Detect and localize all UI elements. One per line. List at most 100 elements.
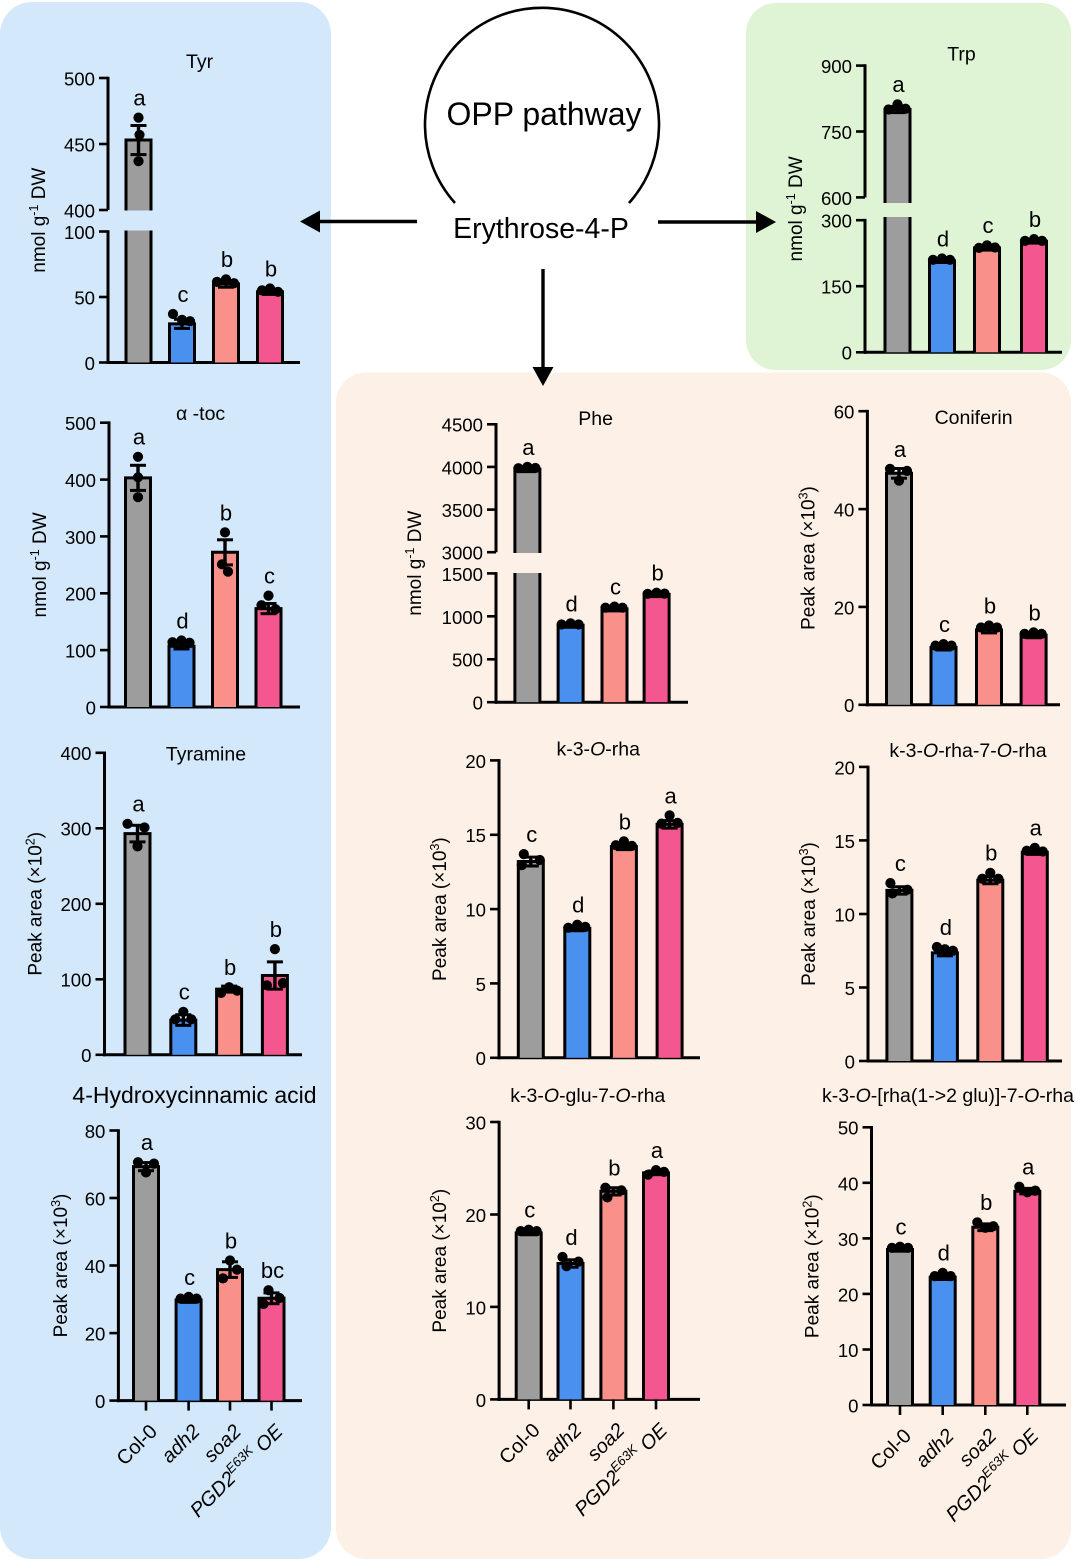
svg-text:4500: 4500 xyxy=(442,415,483,436)
svg-text:40: 40 xyxy=(834,500,855,521)
svg-text:0: 0 xyxy=(473,693,483,714)
svg-text:c: c xyxy=(939,612,950,637)
svg-text:c: c xyxy=(896,1215,907,1240)
svg-text:b: b xyxy=(1028,600,1040,625)
svg-text:d: d xyxy=(565,591,577,616)
svg-text:10: 10 xyxy=(465,900,486,921)
svg-text:c: c xyxy=(895,851,906,876)
svg-text:a: a xyxy=(651,1138,664,1163)
svg-text:Peak area (×103): Peak area (×103) xyxy=(796,486,819,630)
svg-text:a: a xyxy=(132,792,145,817)
svg-text:b: b xyxy=(270,917,282,942)
svg-text:0: 0 xyxy=(844,695,854,716)
svg-text:0: 0 xyxy=(476,1390,486,1411)
svg-text:400: 400 xyxy=(65,470,96,491)
svg-text:a: a xyxy=(133,425,146,450)
svg-text:5: 5 xyxy=(476,974,486,995)
svg-text:k-3-O-rha: k-3-O-rha xyxy=(556,739,640,761)
svg-text:Peak area (×102): Peak area (×102) xyxy=(24,832,47,976)
svg-text:b: b xyxy=(980,1190,992,1215)
svg-text:d: d xyxy=(572,893,584,918)
svg-text:k-3-O-[rha(1->2 glu)]-7-O-rha: k-3-O-[rha(1->2 glu)]-7-O-rha xyxy=(822,1085,1074,1107)
svg-text:b: b xyxy=(1029,207,1041,232)
svg-text:500: 500 xyxy=(452,650,483,671)
svg-text:Peak area (×102): Peak area (×102) xyxy=(428,1189,451,1333)
svg-text:d: d xyxy=(940,915,952,940)
svg-text:0: 0 xyxy=(842,343,852,364)
svg-text:Erythrose-4-P: Erythrose-4-P xyxy=(453,213,629,245)
svg-text:c: c xyxy=(179,980,190,1005)
svg-text:b: b xyxy=(984,593,996,618)
svg-text:c: c xyxy=(524,1198,535,1223)
svg-text:Peak area (×103): Peak area (×103) xyxy=(49,1194,72,1338)
svg-text:0: 0 xyxy=(86,697,96,718)
svg-text:a: a xyxy=(522,435,535,460)
svg-text:a: a xyxy=(892,72,905,97)
svg-text:nmol g-1 DW: nmol g-1 DW xyxy=(27,168,50,273)
svg-text:10: 10 xyxy=(465,1297,486,1318)
svg-text:400: 400 xyxy=(64,200,95,221)
svg-text:a: a xyxy=(664,783,677,808)
svg-text:c: c xyxy=(526,822,537,847)
svg-text:k-3-O-rha-7-O-rha: k-3-O-rha-7-O-rha xyxy=(889,740,1046,762)
svg-text:d: d xyxy=(565,1225,577,1250)
svg-text:3500: 3500 xyxy=(442,500,483,521)
svg-text:a: a xyxy=(894,437,907,462)
svg-text:60: 60 xyxy=(85,1189,106,1210)
svg-text:200: 200 xyxy=(65,584,96,605)
svg-text:0: 0 xyxy=(476,1048,486,1069)
svg-text:20: 20 xyxy=(465,1205,486,1226)
svg-text:50: 50 xyxy=(838,1118,859,1139)
svg-text:b: b xyxy=(225,1228,237,1253)
svg-text:150: 150 xyxy=(821,277,852,298)
svg-text:d: d xyxy=(937,226,949,251)
svg-text:c: c xyxy=(184,1265,195,1290)
svg-text:d: d xyxy=(938,1241,950,1266)
svg-text:1500: 1500 xyxy=(442,564,483,585)
svg-text:80: 80 xyxy=(85,1121,106,1142)
svg-text:Peak area (×102): Peak area (×102) xyxy=(801,1194,824,1338)
svg-text:a: a xyxy=(141,1130,154,1155)
svg-text:4000: 4000 xyxy=(442,457,483,478)
svg-text:nmol g-1 DW: nmol g-1 DW xyxy=(28,512,51,617)
svg-text:10: 10 xyxy=(838,1340,859,1361)
svg-text:a: a xyxy=(133,86,146,111)
svg-text:bc: bc xyxy=(261,1258,284,1283)
svg-text:20: 20 xyxy=(465,751,486,772)
svg-text:c: c xyxy=(178,282,189,307)
svg-text:c: c xyxy=(610,575,621,600)
svg-text:500: 500 xyxy=(64,68,95,89)
svg-text:300: 300 xyxy=(60,819,91,840)
svg-text:100: 100 xyxy=(64,222,95,243)
svg-text:15: 15 xyxy=(834,831,855,852)
svg-text:c: c xyxy=(983,213,994,238)
svg-text:k-3-O-glu-7-O-rha: k-3-O-glu-7-O-rha xyxy=(510,1085,665,1107)
svg-text:500: 500 xyxy=(65,413,96,434)
svg-text:0: 0 xyxy=(95,1391,105,1412)
svg-text:100: 100 xyxy=(60,970,91,991)
svg-text:a: a xyxy=(1022,1155,1035,1180)
svg-text:OPP pathway: OPP pathway xyxy=(446,96,641,132)
svg-text:b: b xyxy=(608,1156,620,1181)
svg-text:600: 600 xyxy=(821,188,852,209)
svg-text:20: 20 xyxy=(85,1324,106,1345)
svg-text:Phe: Phe xyxy=(578,408,613,430)
svg-text:Coniferin: Coniferin xyxy=(935,407,1013,429)
svg-text:b: b xyxy=(619,809,631,834)
svg-text:40: 40 xyxy=(838,1173,859,1194)
svg-text:4-Hydroxycinnamic acid: 4-Hydroxycinnamic acid xyxy=(72,1082,316,1108)
svg-text:b: b xyxy=(651,561,663,586)
svg-text:0: 0 xyxy=(845,1051,855,1072)
svg-text:c: c xyxy=(264,564,275,589)
svg-text:15: 15 xyxy=(465,825,486,846)
svg-text:a: a xyxy=(1030,816,1043,841)
svg-text:b: b xyxy=(985,841,997,866)
svg-text:nmol g-1 DW: nmol g-1 DW xyxy=(403,511,426,616)
svg-text:100: 100 xyxy=(65,641,96,662)
svg-text:b: b xyxy=(224,955,236,980)
svg-text:b: b xyxy=(220,500,232,525)
svg-text:b: b xyxy=(265,256,277,281)
svg-text:d: d xyxy=(176,608,188,633)
svg-text:Tyramine: Tyramine xyxy=(166,744,246,766)
svg-text:20: 20 xyxy=(834,757,855,778)
